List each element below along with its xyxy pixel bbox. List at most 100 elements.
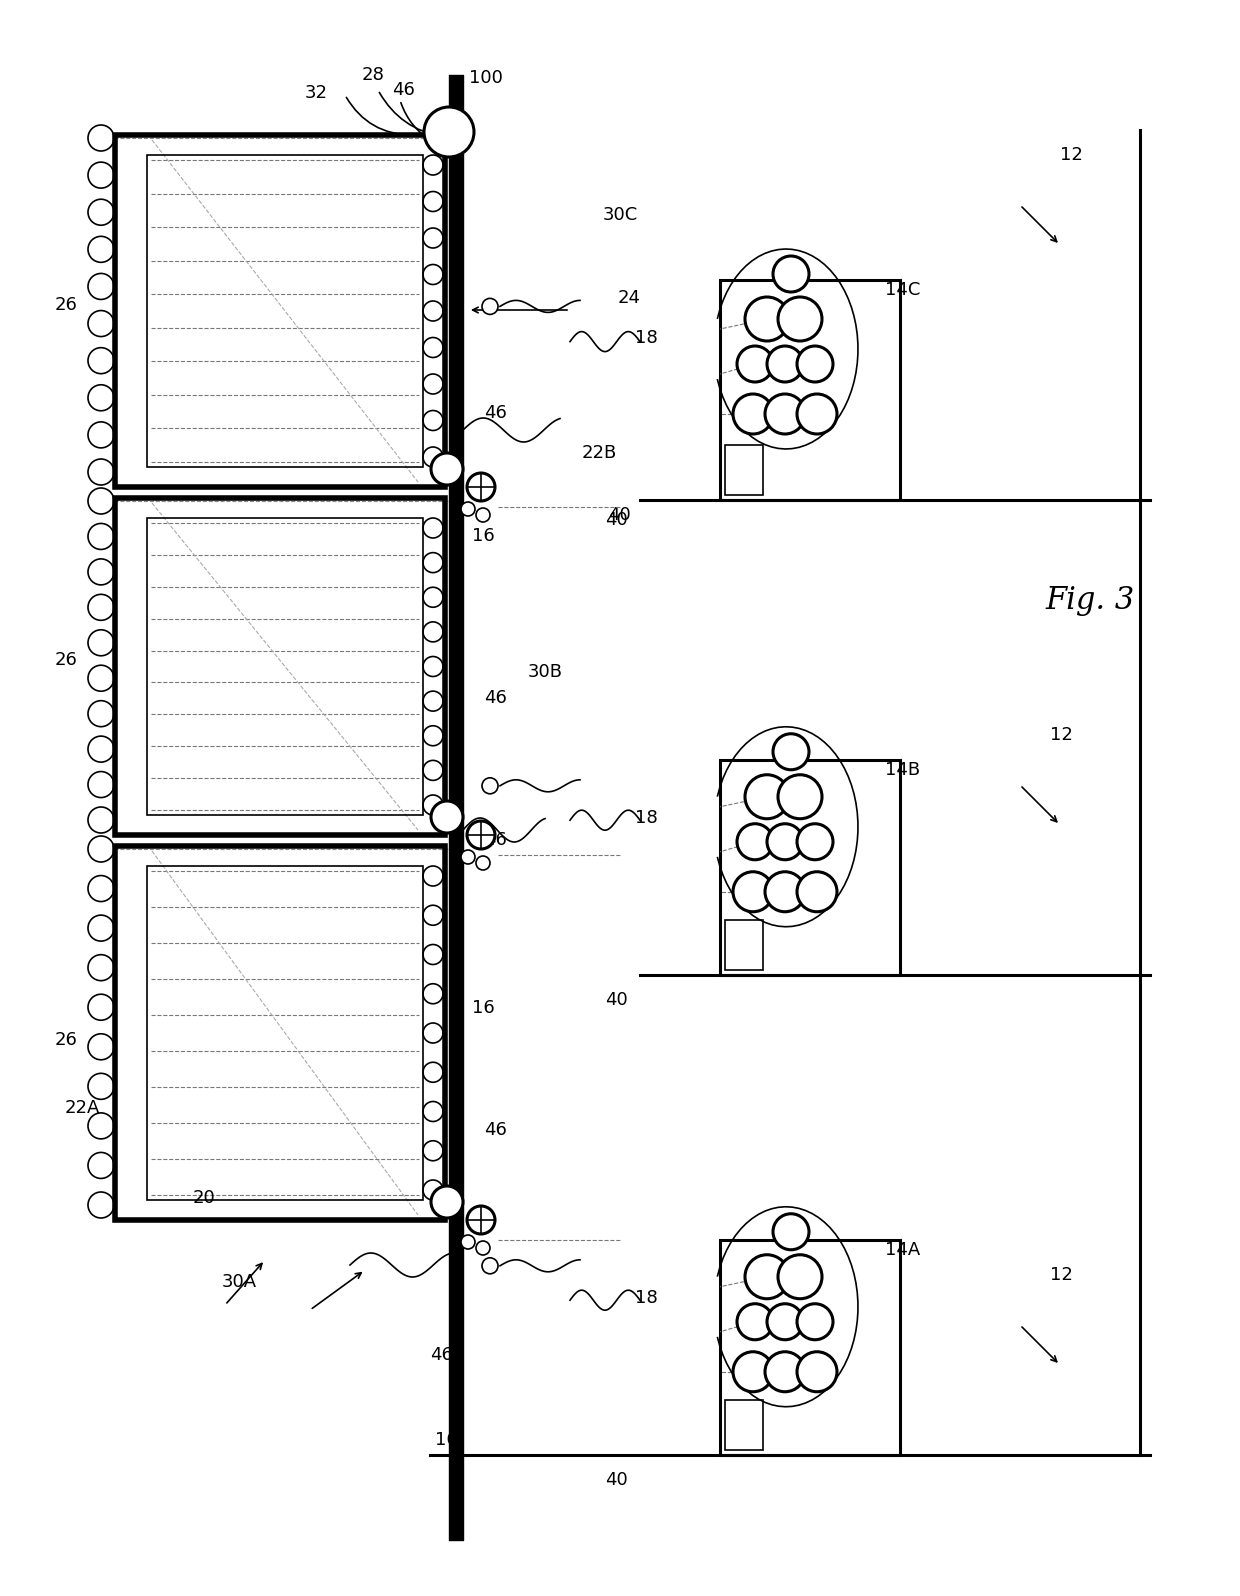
Circle shape	[423, 656, 443, 677]
Circle shape	[88, 385, 114, 410]
Circle shape	[765, 394, 805, 434]
Circle shape	[88, 771, 114, 798]
Circle shape	[88, 1034, 114, 1060]
Circle shape	[88, 1074, 114, 1100]
Circle shape	[88, 163, 114, 188]
Circle shape	[773, 734, 808, 769]
Circle shape	[88, 488, 114, 514]
Text: 26: 26	[55, 1031, 78, 1049]
Bar	[720, 760, 900, 975]
Text: 12: 12	[1050, 726, 1073, 744]
Circle shape	[88, 736, 114, 763]
Circle shape	[461, 851, 475, 863]
Bar	[115, 136, 445, 487]
Circle shape	[733, 1352, 773, 1392]
Bar	[720, 1240, 900, 1456]
Circle shape	[88, 1112, 114, 1140]
Circle shape	[424, 107, 474, 156]
Circle shape	[88, 954, 114, 980]
Text: 16: 16	[472, 999, 495, 1017]
Circle shape	[768, 346, 804, 381]
Text: 12: 12	[1050, 1266, 1073, 1285]
Bar	[148, 867, 423, 1200]
Circle shape	[768, 1304, 804, 1339]
Circle shape	[476, 855, 490, 870]
Text: Fig. 3: Fig. 3	[1045, 584, 1135, 616]
Circle shape	[476, 508, 490, 522]
Bar	[148, 155, 423, 468]
Text: 100: 100	[469, 69, 503, 88]
Bar	[115, 498, 445, 835]
Circle shape	[423, 905, 443, 926]
Text: 26: 26	[55, 651, 78, 669]
Bar	[725, 919, 763, 970]
Bar	[115, 846, 445, 1219]
Circle shape	[482, 298, 498, 314]
Text: 12: 12	[1060, 145, 1083, 164]
Circle shape	[88, 630, 114, 656]
Circle shape	[423, 447, 443, 468]
Circle shape	[765, 871, 805, 911]
Circle shape	[733, 871, 773, 911]
Circle shape	[773, 1213, 808, 1250]
Circle shape	[432, 801, 463, 833]
Circle shape	[88, 701, 114, 726]
Circle shape	[777, 774, 822, 819]
Text: 14C: 14C	[885, 281, 920, 298]
Circle shape	[423, 587, 443, 606]
Circle shape	[423, 265, 443, 284]
Text: 14B: 14B	[885, 761, 920, 779]
Circle shape	[423, 410, 443, 431]
Text: 30B: 30B	[528, 662, 563, 681]
Text: 30C: 30C	[603, 206, 639, 223]
Text: 22B: 22B	[582, 444, 618, 461]
Circle shape	[88, 200, 114, 225]
Circle shape	[745, 1254, 789, 1299]
Circle shape	[745, 297, 789, 342]
Circle shape	[423, 691, 443, 712]
Circle shape	[745, 774, 789, 819]
Text: 24: 24	[618, 289, 641, 306]
Circle shape	[88, 236, 114, 262]
Circle shape	[88, 915, 114, 942]
Text: 46: 46	[484, 1120, 507, 1140]
Circle shape	[423, 867, 443, 886]
Circle shape	[423, 228, 443, 247]
Circle shape	[737, 824, 773, 860]
Text: 40: 40	[608, 506, 631, 523]
Circle shape	[737, 346, 773, 381]
Circle shape	[88, 876, 114, 902]
Circle shape	[88, 273, 114, 300]
Circle shape	[423, 983, 443, 1004]
Circle shape	[461, 503, 475, 516]
Text: 18: 18	[635, 809, 657, 827]
Circle shape	[423, 945, 443, 964]
Text: 16: 16	[435, 1432, 458, 1449]
Circle shape	[423, 337, 443, 358]
Text: 46: 46	[484, 832, 507, 849]
Text: 40: 40	[605, 991, 627, 1009]
Circle shape	[423, 726, 443, 745]
Text: 14A: 14A	[885, 1242, 920, 1259]
Circle shape	[797, 824, 833, 860]
Circle shape	[88, 1152, 114, 1178]
Circle shape	[423, 192, 443, 212]
Text: 16: 16	[472, 527, 495, 544]
Text: 18: 18	[635, 329, 657, 346]
Circle shape	[432, 1186, 463, 1218]
Text: 18: 18	[635, 1290, 657, 1307]
Circle shape	[423, 519, 443, 538]
Circle shape	[797, 346, 833, 381]
Circle shape	[467, 472, 495, 501]
Bar	[148, 519, 423, 816]
Circle shape	[423, 1023, 443, 1044]
Text: 22A: 22A	[64, 1100, 100, 1117]
Circle shape	[768, 824, 804, 860]
Circle shape	[777, 297, 822, 342]
Text: 26: 26	[55, 295, 78, 314]
Circle shape	[461, 1235, 475, 1250]
Circle shape	[476, 1242, 490, 1254]
Circle shape	[423, 622, 443, 642]
Circle shape	[423, 1101, 443, 1122]
Circle shape	[88, 559, 114, 584]
